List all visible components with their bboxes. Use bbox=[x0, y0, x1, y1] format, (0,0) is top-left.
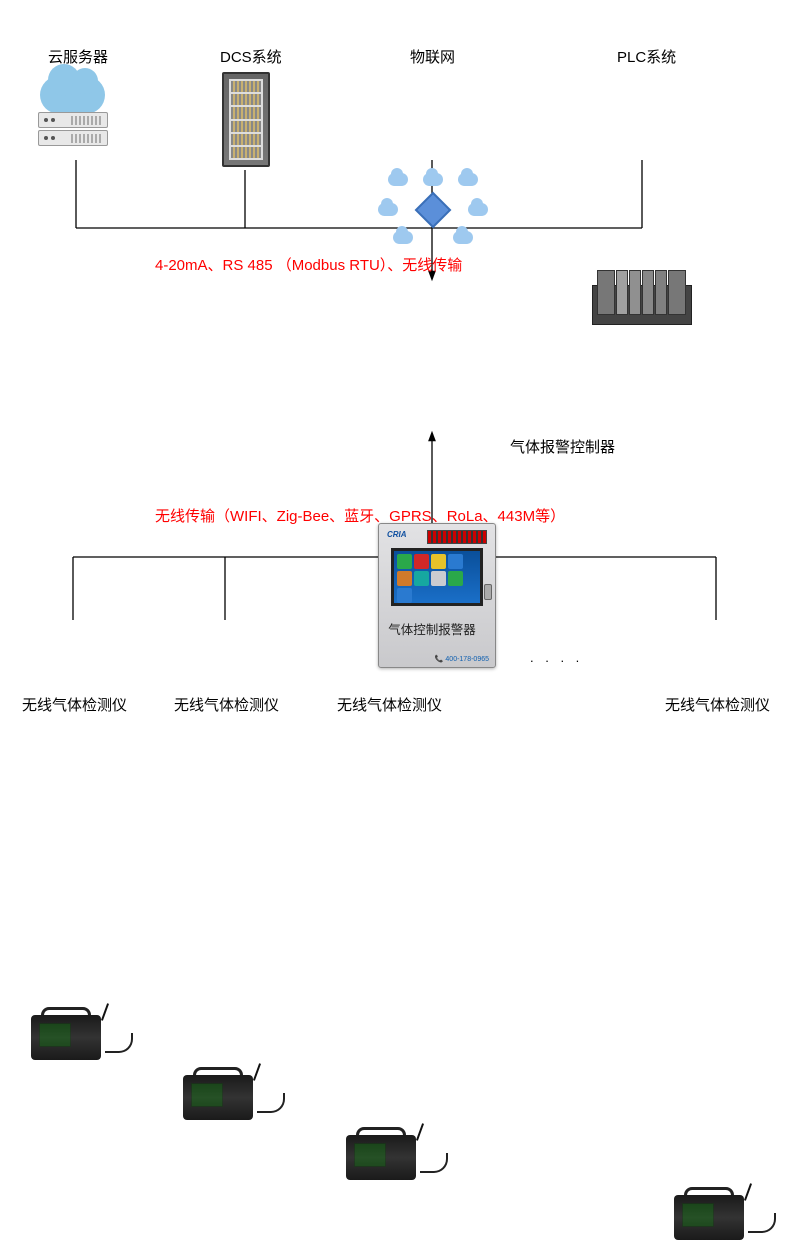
cloud-server-label: 云服务器 bbox=[48, 46, 108, 67]
upper-protocol-label: 4-20mA、RS 485 （Modbus RTU）、无线传输 bbox=[155, 254, 462, 275]
detector-label: 无线气体检测仪 bbox=[22, 694, 127, 715]
cloud-server-icon bbox=[32, 76, 122, 146]
gas-detector-icon bbox=[669, 1185, 764, 1245]
gas-detector-icon bbox=[26, 1005, 121, 1065]
detector-label: 无线气体检测仪 bbox=[665, 694, 770, 715]
gas-detector-icon bbox=[341, 1125, 436, 1185]
controller-screen bbox=[391, 548, 483, 606]
dcs-cabinet-icon bbox=[222, 72, 270, 167]
controller-side-label: 气体报警控制器 bbox=[510, 436, 615, 457]
controller-brand: CRIA bbox=[387, 530, 407, 539]
dcs-label: DCS系统 bbox=[220, 46, 282, 67]
lower-protocol-label: 无线传输（WIFI、Zig-Bee、蓝牙、GPRS、RoLa、443M等） bbox=[155, 505, 565, 526]
plc-label: PLC系统 bbox=[617, 46, 676, 67]
controller-panel-text: 气体控制报警器 bbox=[379, 619, 485, 638]
iot-label: 物联网 bbox=[410, 46, 455, 67]
controller-phone: 📞 400-178-0965 bbox=[435, 655, 489, 663]
gas-detector-icon bbox=[178, 1065, 273, 1125]
gas-alarm-controller-icon: CRIA 气体控制报警器 📞 400-178-0965 bbox=[378, 523, 496, 668]
detector-label: 无线气体检测仪 bbox=[337, 694, 442, 715]
iot-network-icon bbox=[378, 173, 488, 248]
controller-knob bbox=[484, 584, 492, 600]
detector-label: 无线气体检测仪 bbox=[174, 694, 279, 715]
detector-ellipsis: . . . . bbox=[530, 650, 583, 665]
controller-leds bbox=[427, 530, 487, 544]
plc-icon bbox=[592, 255, 692, 325]
